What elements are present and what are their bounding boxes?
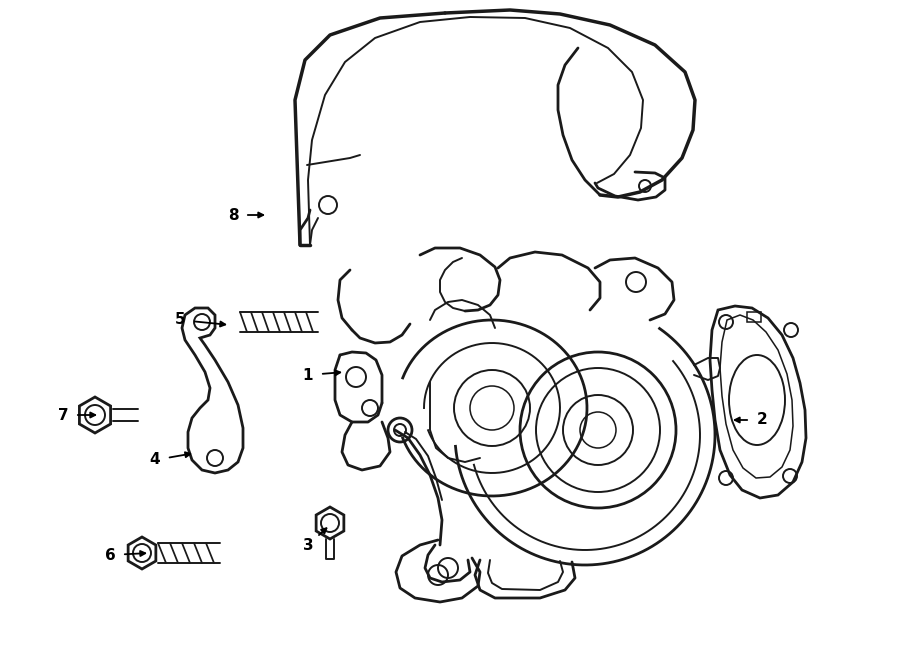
Text: 3: 3 xyxy=(302,537,313,553)
Text: 2: 2 xyxy=(757,412,768,428)
Text: 1: 1 xyxy=(302,368,313,383)
Text: 4: 4 xyxy=(149,453,160,467)
Text: 6: 6 xyxy=(104,547,115,563)
Text: 7: 7 xyxy=(58,407,68,422)
Text: 8: 8 xyxy=(228,208,238,223)
Text: 5: 5 xyxy=(175,313,185,327)
